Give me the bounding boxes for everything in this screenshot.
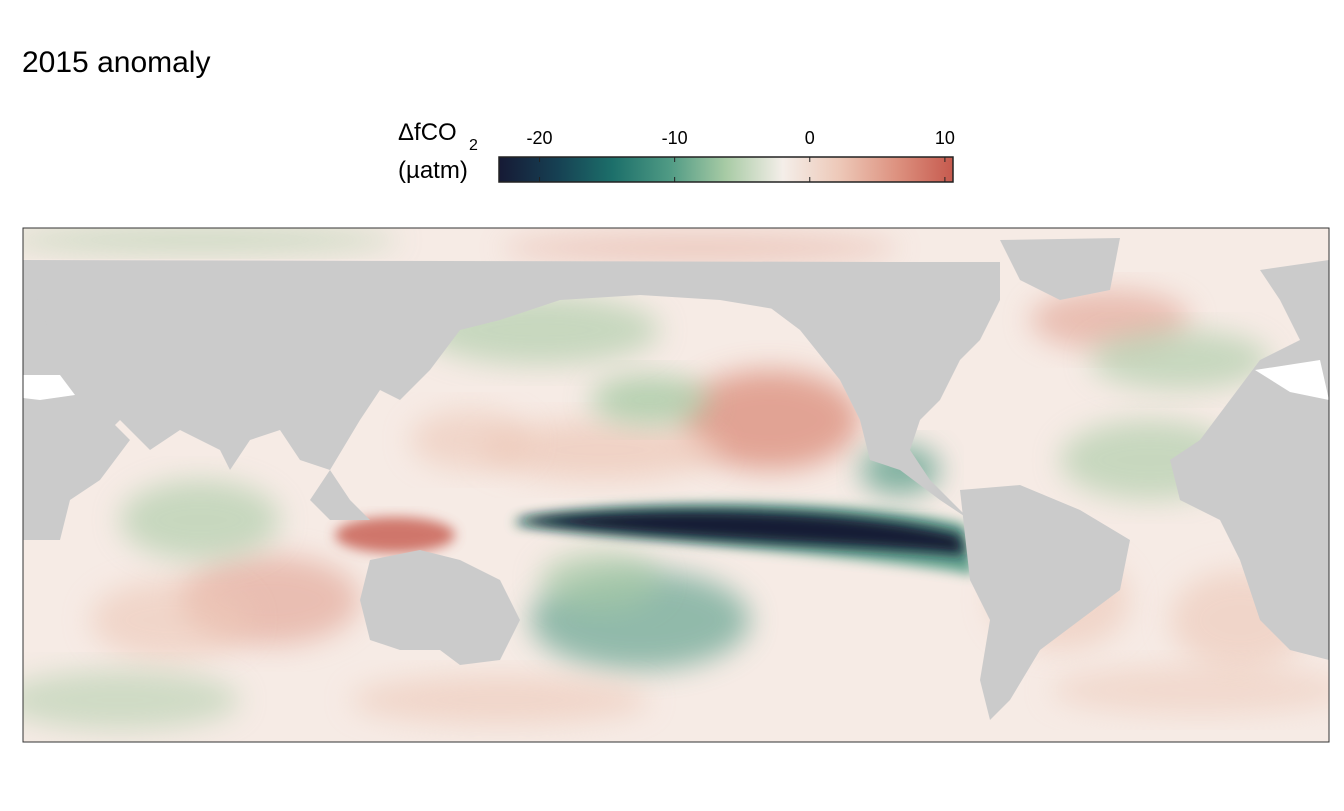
colorbar-tick-label: -20 bbox=[527, 128, 553, 148]
anomaly-patch bbox=[90, 580, 250, 660]
colorbar-legend: ΔfCO 2 (µatm) -20 -10 0 10 bbox=[398, 119, 955, 184]
land bbox=[760, 262, 1000, 520]
anomaly-patch bbox=[335, 517, 455, 553]
land bbox=[1000, 238, 1120, 300]
anomaly-patch bbox=[350, 675, 650, 725]
land bbox=[23, 260, 905, 470]
colorbar-unit: (µatm) bbox=[398, 157, 468, 184]
land bbox=[360, 550, 520, 665]
title: 2015 anomaly bbox=[22, 46, 210, 79]
colorbar-label: ΔfCO bbox=[398, 119, 457, 146]
anomaly-patch bbox=[500, 234, 900, 262]
anomaly-patch bbox=[520, 510, 965, 555]
anomaly-patch bbox=[23, 228, 400, 252]
anomaly-patch bbox=[120, 480, 280, 560]
land bbox=[960, 485, 1130, 720]
land bbox=[23, 260, 130, 540]
land bbox=[1170, 260, 1329, 660]
anomaly-patch bbox=[590, 375, 710, 425]
anomaly-patch bbox=[680, 370, 860, 470]
colorbar-tick-label: 10 bbox=[935, 128, 955, 148]
sea-ice bbox=[1255, 360, 1329, 400]
anomaly-patch bbox=[540, 550, 660, 610]
land bbox=[310, 470, 370, 520]
colorbar-tick-label: 0 bbox=[805, 128, 815, 148]
map bbox=[23, 228, 1329, 742]
colorbar bbox=[498, 156, 954, 183]
colorbar-tick-label: -10 bbox=[662, 128, 688, 148]
anomaly-patch bbox=[410, 410, 530, 470]
anomaly-patch bbox=[480, 420, 720, 480]
anomaly-patch bbox=[1050, 665, 1329, 715]
anomaly-patch bbox=[23, 670, 240, 730]
map-frame bbox=[22, 227, 1330, 743]
anomaly-patch bbox=[1090, 330, 1270, 390]
colorbar-label-subscript: 2 bbox=[469, 137, 478, 154]
sea-ice bbox=[23, 375, 75, 400]
